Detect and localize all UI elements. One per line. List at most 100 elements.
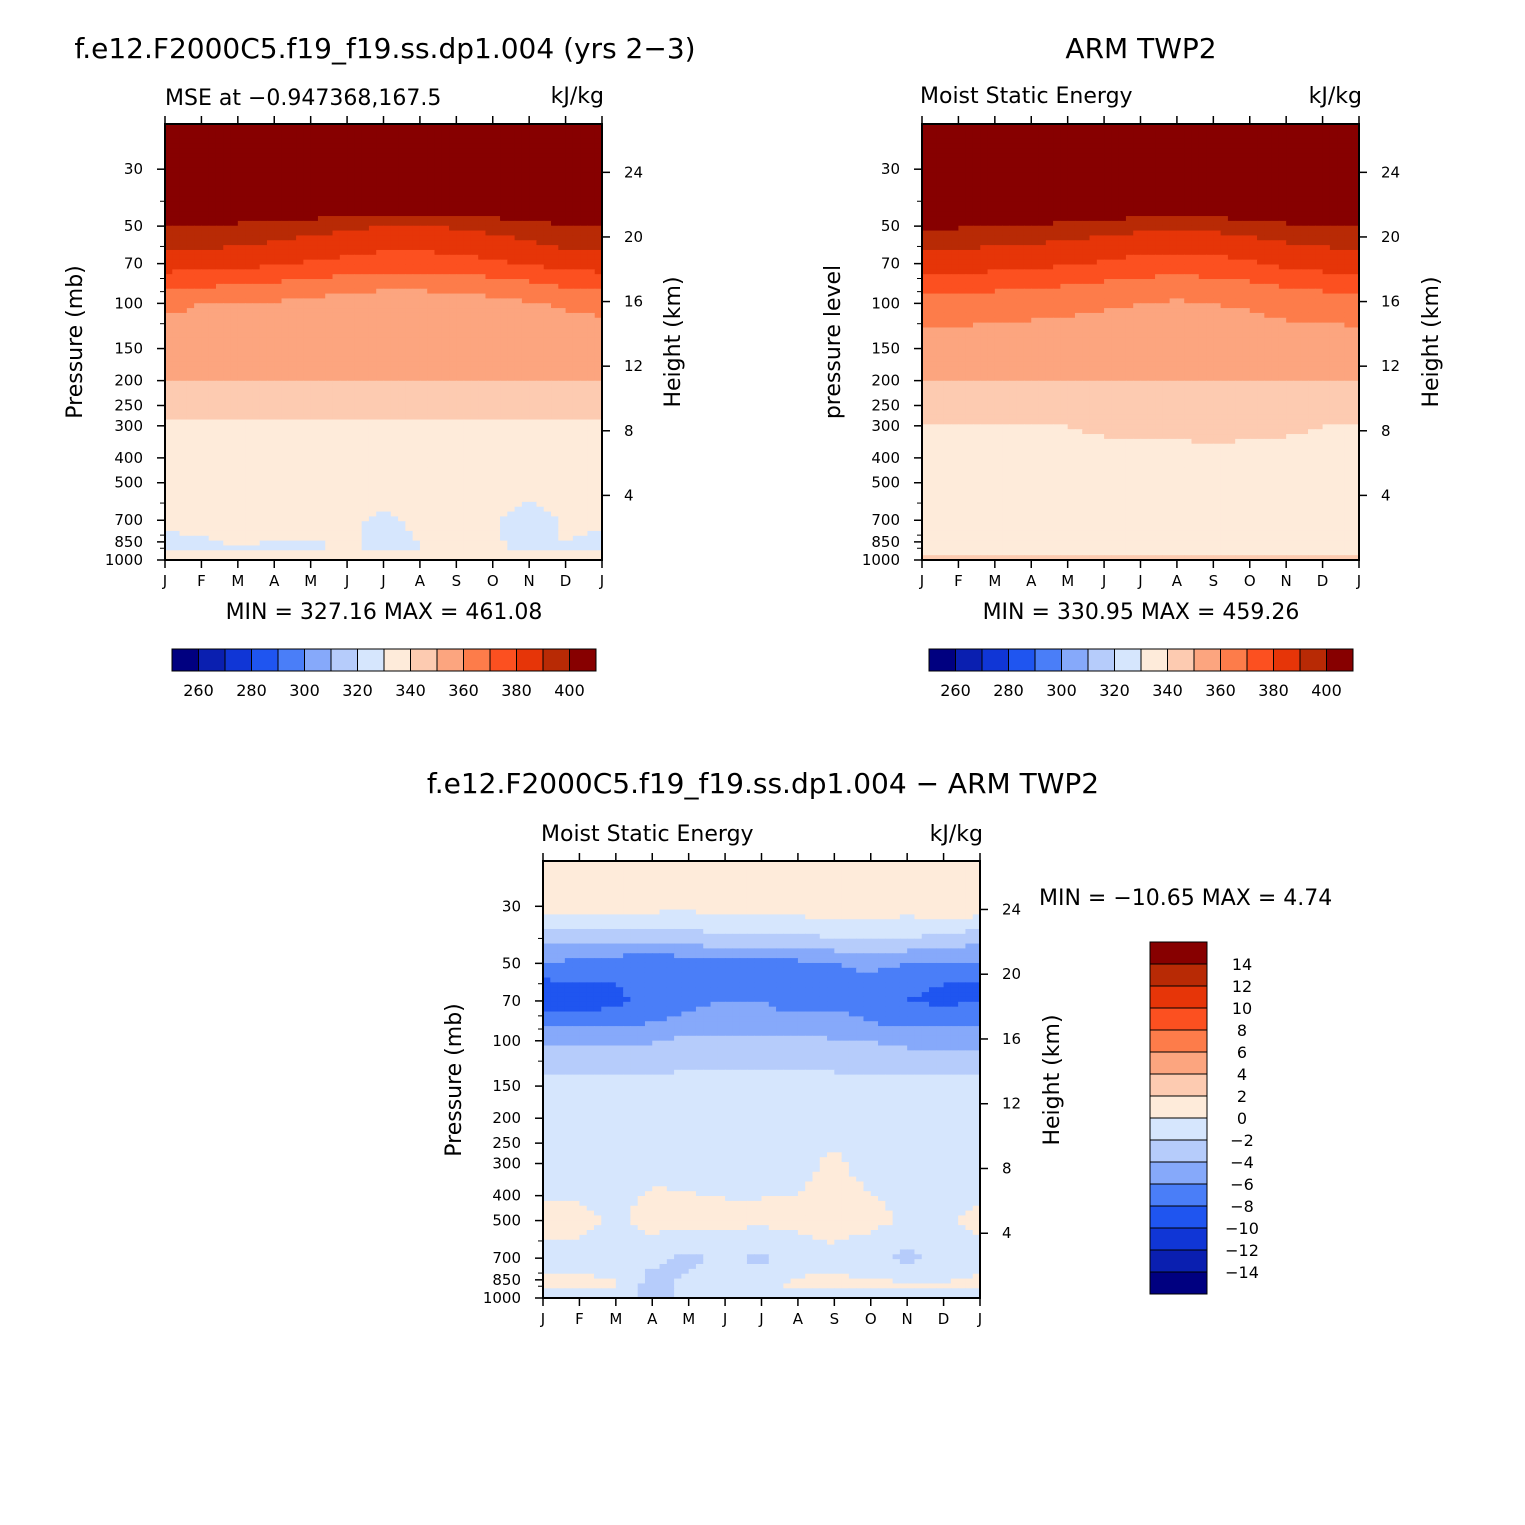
contour-cell [405,332,414,338]
contour-cell [266,317,275,324]
contour-cell [281,162,290,169]
contour-cell [456,516,465,522]
contour-cell [303,225,312,232]
contour-cell [376,511,385,517]
contour-cell [252,356,261,362]
contour-cell [347,356,355,362]
contour-cell [165,312,173,319]
contour-cell [449,162,457,169]
contour-cell [339,501,348,508]
contour-cell [325,245,334,251]
contour-cell [470,153,479,159]
contour-cell [529,501,538,508]
contour-cell [463,124,472,130]
contour-cell [463,380,472,387]
contour-cell [230,148,239,154]
contour-cell [354,458,363,464]
contour-cell [463,453,472,459]
contour-cell [412,220,421,227]
contour-cell [368,220,377,227]
contour-cell [485,279,494,285]
contour-cell [165,380,173,387]
contour-cell [492,249,501,256]
contour-cell [580,240,589,246]
contour-cell [252,269,261,275]
contour-cell [419,429,428,435]
contour-cell [281,492,290,498]
contour-cell [463,191,472,198]
contour-cell [492,342,501,348]
contour-cell [536,409,545,416]
contour-cell [223,526,232,532]
contour-cell [529,186,538,193]
contour-cell [427,259,436,266]
contour-cell [558,337,567,343]
contour-cell [281,312,290,319]
contour-cell [325,414,334,421]
contour-cell [383,492,392,498]
contour-cell [172,211,181,217]
contour-cell [361,463,370,469]
contour-cell [412,172,421,178]
contour-cell [172,153,181,159]
contour-cell [507,177,516,183]
contour-cell [310,225,319,232]
contour-cell [252,177,261,183]
contour-cell [456,220,465,227]
contour-cell [296,361,304,367]
contour-cell [266,453,275,459]
contour-cell [514,153,523,159]
contour-cell [536,327,545,333]
contour-cell [252,434,261,440]
contour-cell [558,128,567,135]
contour-cell [347,429,355,435]
contour-cell [303,477,312,484]
contour-cell [594,254,603,261]
contour-cell [339,322,348,329]
contour-cell [223,366,232,372]
contour-cell [398,361,406,367]
contour-cell [405,230,414,237]
contour-cell [281,206,290,212]
contour-cell [325,443,334,450]
contour-cell [470,128,479,135]
contour-cell [485,337,494,343]
contour-cell [572,409,581,416]
contour-cell [521,414,530,421]
contour-cell [368,264,377,270]
contour-cell [325,279,334,285]
contour-cell [245,240,253,246]
contour-cell [594,443,603,450]
contour-cell [208,196,217,203]
contour-cell [186,128,195,135]
contour-cell [223,371,232,377]
contour-cell [172,283,181,290]
contour-cell [332,153,341,159]
contour-cell [536,167,545,174]
contour-cell [361,443,370,450]
contour-cell [165,467,173,474]
contour-cell [558,225,567,232]
contour-cell [208,220,217,227]
contour-cell [492,487,501,493]
contour-cell [288,240,297,246]
contour-cell [441,342,450,348]
contour-cell [339,298,348,304]
contour-cell [441,356,450,362]
contour-cell [419,327,428,333]
contour-cell [288,332,297,338]
contour-cell [594,249,603,256]
contour-cell [368,487,377,493]
contour-cell [390,516,399,522]
contour-cell [215,438,224,445]
contour-cell [266,434,275,440]
contour-cell [521,308,530,314]
contour-cell [500,497,508,503]
contour-cell [376,419,385,425]
contour-cell [303,138,312,144]
contour-cell [470,492,479,498]
contour-cell [165,404,173,411]
contour-cell [281,259,290,266]
contour-cell [470,467,479,474]
contour-cell [587,235,596,241]
